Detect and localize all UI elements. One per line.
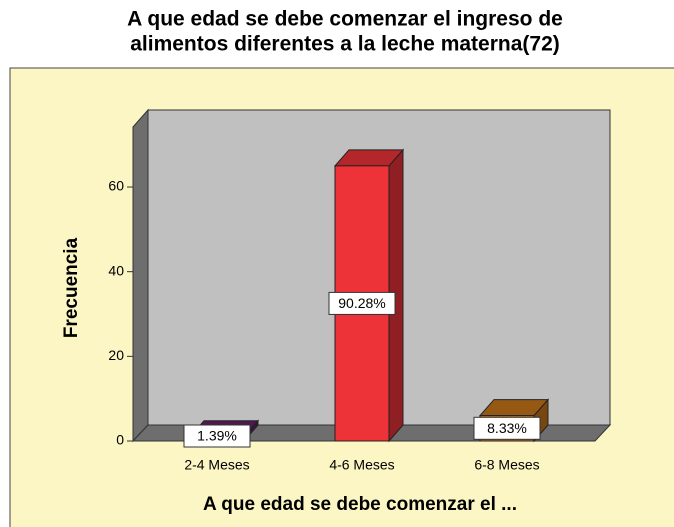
y-tick-label: 20 xyxy=(108,347,124,363)
x-tick-label: 4-6 Meses xyxy=(329,457,394,473)
y-tick-label: 40 xyxy=(108,262,124,278)
chart-title: A que edad se debe comenzar el ingreso d… xyxy=(127,8,563,31)
value-label-box xyxy=(183,424,251,448)
y-tick-label: 60 xyxy=(108,178,124,194)
x-tick-label: 2-4 Meses xyxy=(184,457,249,473)
value-label: 90.28% xyxy=(338,295,385,311)
value-label-box xyxy=(328,291,396,315)
value-label: 1.39% xyxy=(197,428,237,444)
x-axis-label: A que edad se debe comenzar el ... xyxy=(203,494,517,515)
x-tick-label: 6-8 Meses xyxy=(474,457,539,473)
value-label-box xyxy=(473,416,541,440)
value-label: 8.33% xyxy=(487,420,527,436)
y-tick-label: 0 xyxy=(116,432,124,448)
chart-title: alimentos diferentes a la leche materna(… xyxy=(130,33,560,56)
y-axis-label: Frecuencia xyxy=(61,237,82,338)
side-wall xyxy=(132,108,149,443)
